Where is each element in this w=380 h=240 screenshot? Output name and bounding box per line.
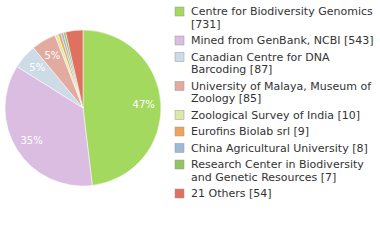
legend-swatch (175, 144, 184, 153)
pie-slice (83, 30, 161, 185)
legend-swatch (175, 36, 184, 45)
legend-swatch (175, 160, 184, 169)
legend-label: Mined from GenBank, NCBI [543] (191, 34, 374, 47)
pie-slice (66, 30, 83, 108)
data-label: 5% (29, 62, 45, 73)
data-labels: 47% 35% 5%5% (21, 50, 155, 146)
legend: Centre for Biodiversity Genomics[731] Min… (175, 5, 374, 200)
legend-swatch (175, 53, 184, 62)
legend-swatch (175, 7, 184, 16)
legend-swatch (175, 189, 184, 198)
data-label: 35% (21, 135, 43, 146)
legend-swatch (175, 82, 184, 91)
legend-label: 21 Others [54] (191, 187, 272, 200)
legend-label: China Agricultural University [8] (191, 142, 368, 155)
legend-label: Research Center in Biodiversityand Genet… (191, 158, 364, 184)
legend-swatch (175, 127, 184, 136)
legend-label: Canadian Centre for DNABarcoding [87] (191, 51, 330, 77)
chart: 47% 35% 5%5% Centre for Biodiversity Genomi… (0, 0, 380, 240)
legend-label: Centre for Biodiversity Genomics[731] (191, 5, 373, 31)
legend-label: University of Malaya, Museum ofZoology [… (191, 80, 372, 106)
data-label: 47% (133, 99, 155, 110)
legend-label: Zoological Survey of India [10] (191, 109, 360, 122)
legend-swatch (175, 111, 184, 120)
pie (5, 30, 161, 186)
legend-label: Eurofins Biolab srl [9] (191, 125, 309, 138)
data-label: 5% (44, 50, 60, 61)
